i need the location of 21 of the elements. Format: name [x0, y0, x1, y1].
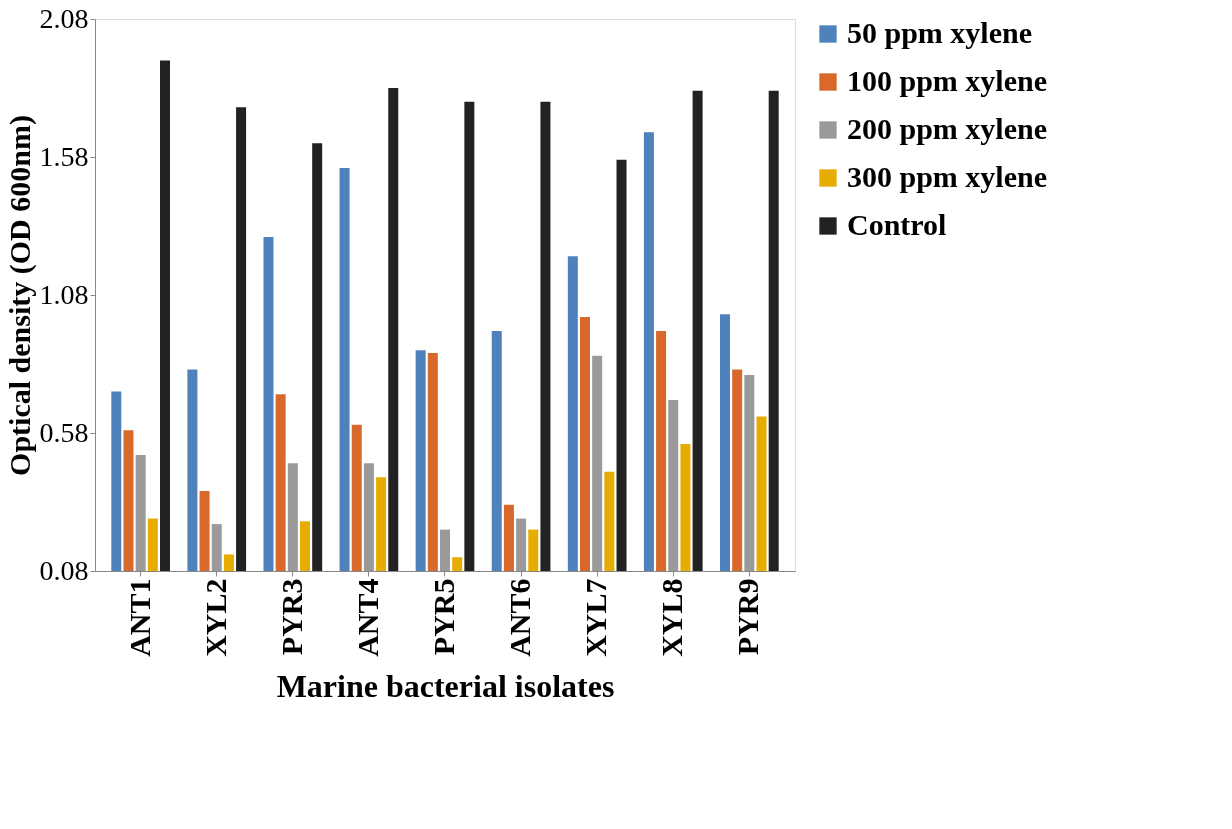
x-tick-label: ANT1 [122, 578, 156, 657]
y-tick-label: 1.08 [39, 278, 89, 310]
legend-label: Control [847, 208, 947, 241]
x-axis-title: Marine bacterial isolates [276, 667, 615, 704]
x-tick-label: XYL7 [579, 578, 613, 657]
y-tick-label: 0.58 [39, 416, 89, 448]
x-tick-label: XYL8 [655, 578, 689, 657]
y-axis-title: Optical density (OD 600nm) [2, 115, 37, 476]
y-tick-label: 0.08 [39, 554, 89, 586]
legend-label: 300 ppm xylene [847, 160, 1048, 193]
x-tick-label: PYR3 [274, 578, 308, 656]
y-tick-label: 1.58 [39, 140, 89, 172]
x-tick-label: XYL2 [198, 578, 232, 657]
x-tick-label: ANT4 [350, 578, 384, 657]
legend-label: 100 ppm xylene [847, 64, 1048, 97]
legend-label: 50 ppm xylene [847, 16, 1033, 49]
x-tick-label: ANT6 [503, 578, 537, 657]
x-tick-label: PYR9 [731, 578, 765, 656]
y-tick-label: 2.08 [39, 2, 89, 34]
legend-label: 200 ppm xylene [847, 112, 1048, 145]
x-tick-label: PYR5 [427, 578, 460, 656]
